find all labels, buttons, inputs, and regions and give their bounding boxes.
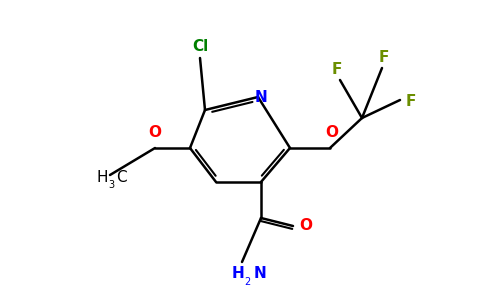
Text: H: H xyxy=(231,266,244,281)
Text: O: O xyxy=(149,125,162,140)
Text: F: F xyxy=(406,94,416,110)
Text: Cl: Cl xyxy=(192,39,208,54)
Text: C: C xyxy=(116,169,127,184)
Text: H: H xyxy=(96,169,108,184)
Text: O: O xyxy=(326,125,338,140)
Text: 2: 2 xyxy=(244,277,250,287)
Text: N: N xyxy=(254,266,267,281)
Text: N: N xyxy=(255,89,267,104)
Text: F: F xyxy=(332,62,342,77)
Text: 3: 3 xyxy=(108,180,114,190)
Text: O: O xyxy=(299,218,312,233)
Text: F: F xyxy=(379,50,389,65)
